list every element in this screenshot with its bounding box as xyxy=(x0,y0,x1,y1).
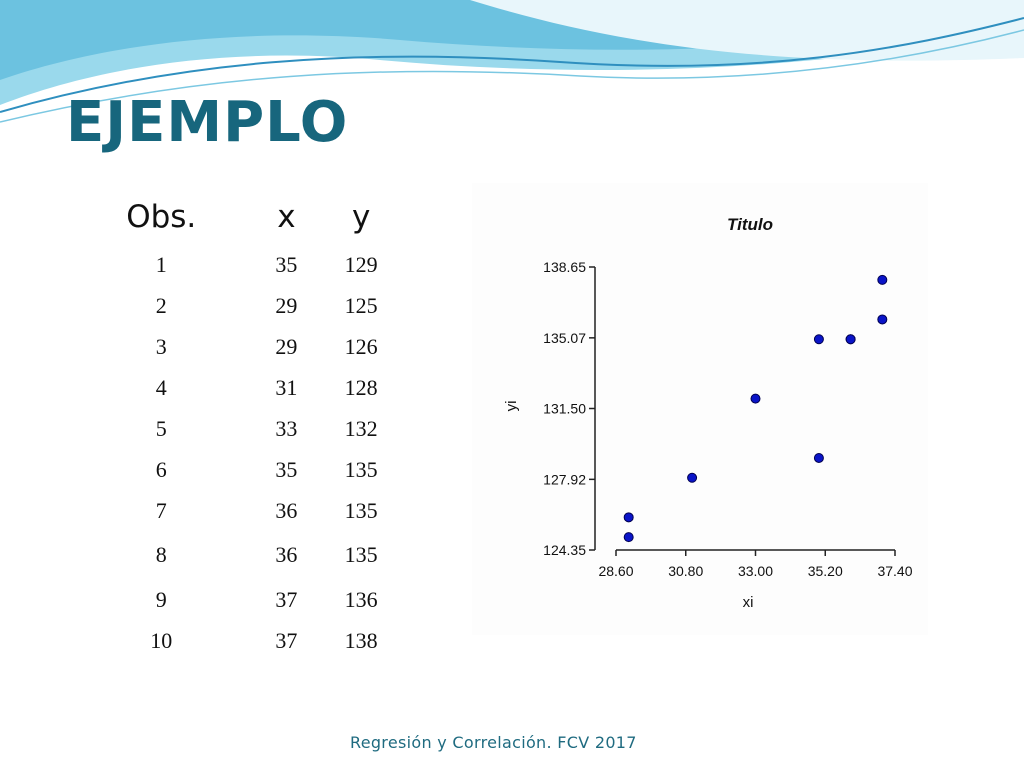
table-cell: 129 xyxy=(344,251,378,277)
table-row: 2 29 125 xyxy=(66,285,406,326)
data-points xyxy=(623,274,888,543)
y-tick-label: 127.92 xyxy=(543,471,586,487)
table-cell: 125 xyxy=(344,292,378,318)
table-cell: 5 xyxy=(155,415,167,441)
table-row: 8 36 135 xyxy=(66,531,406,579)
table-cell: 135 xyxy=(344,456,378,482)
x-tick-label: 37.40 xyxy=(877,563,912,579)
table-cell: 9 xyxy=(155,586,167,612)
table-row: 10 37 138 xyxy=(66,620,406,661)
table-cell: 126 xyxy=(344,333,378,359)
table-row: 5 33 132 xyxy=(66,408,406,449)
data-point xyxy=(877,274,888,285)
x-tick-label: 30.80 xyxy=(668,563,703,579)
table-row: 9 37 136 xyxy=(66,579,406,620)
table-row: 4 31 128 xyxy=(66,367,406,408)
table-cell: 36 xyxy=(275,497,298,523)
scatter-chart-panel: Titulo 124.35 127.92 131.50 135.07 138.65 28… xyxy=(472,183,928,635)
scatter-chart: Titulo 124.35 127.92 131.50 135.07 138.65 28… xyxy=(503,215,913,611)
data-table: Obs. x y 1 35 129 2 29 125 3 29 126 4 31 128 5 33… xyxy=(66,190,406,661)
table-cell: 138 xyxy=(344,627,378,653)
table-cell: 36 xyxy=(275,542,298,567)
table-cell: 4 xyxy=(155,374,167,400)
data-point xyxy=(750,393,761,404)
chart-title: Titulo xyxy=(727,215,773,234)
table-cell: 1 xyxy=(155,251,167,277)
y-tick-label: 131.50 xyxy=(543,401,586,417)
header-wave-decoration xyxy=(0,0,1024,123)
table-cell: 2 xyxy=(155,292,167,318)
data-point xyxy=(623,532,634,543)
table-cell: 135 xyxy=(344,542,378,567)
table-row: 3 29 126 xyxy=(66,326,406,367)
table-cell: 10 xyxy=(150,627,173,653)
y-tick-label: 124.35 xyxy=(543,542,586,558)
column-header-x: x xyxy=(277,199,296,235)
data-point xyxy=(813,452,824,463)
column-header-y: y xyxy=(351,199,371,235)
table-cell: 7 xyxy=(155,497,167,523)
table-row: 7 36 135 xyxy=(66,490,406,531)
x-tick-label: 35.20 xyxy=(808,563,843,579)
data-point xyxy=(813,334,824,345)
table-cell: 29 xyxy=(275,333,298,359)
y-axis-label: yi xyxy=(503,401,520,412)
table-cell: 128 xyxy=(344,374,378,400)
column-header-obs: Obs. xyxy=(126,199,197,235)
table-cell: 35 xyxy=(275,456,298,482)
table-cell: 29 xyxy=(275,292,298,318)
table-row: 1 35 129 xyxy=(66,244,406,285)
table-cell: 8 xyxy=(155,542,167,567)
data-point xyxy=(687,472,698,483)
slide-footer: Regresión y Correlación. FCV 2017 xyxy=(350,733,637,752)
x-tick-label: 33.00 xyxy=(738,563,773,579)
table-cell: 37 xyxy=(275,586,298,612)
table-cell: 3 xyxy=(155,333,167,359)
x-ticks: 28.60 30.80 33.00 35.20 37.40 xyxy=(598,550,913,579)
y-ticks: 124.35 127.92 131.50 135.07 138.65 xyxy=(543,259,595,558)
table-cell: 132 xyxy=(344,415,378,441)
table-cell: 35 xyxy=(275,251,298,277)
slide-title: EJEMPLO xyxy=(66,90,349,155)
x-axis-label: xi xyxy=(743,594,754,611)
x-tick-label: 28.60 xyxy=(598,563,633,579)
table-row: 6 35 135 xyxy=(66,449,406,490)
data-point xyxy=(877,314,888,325)
table-cell: 37 xyxy=(275,627,298,653)
table-cell: 33 xyxy=(275,415,298,441)
data-point xyxy=(623,512,634,523)
y-tick-label: 135.07 xyxy=(543,330,586,346)
table-cell: 31 xyxy=(275,374,298,400)
table-cell: 136 xyxy=(344,586,378,612)
data-point xyxy=(845,334,856,345)
y-tick-label: 138.65 xyxy=(543,259,586,275)
table-header-row: Obs. x y xyxy=(66,190,406,244)
table-cell: 6 xyxy=(155,456,167,482)
table-cell: 135 xyxy=(344,497,378,523)
